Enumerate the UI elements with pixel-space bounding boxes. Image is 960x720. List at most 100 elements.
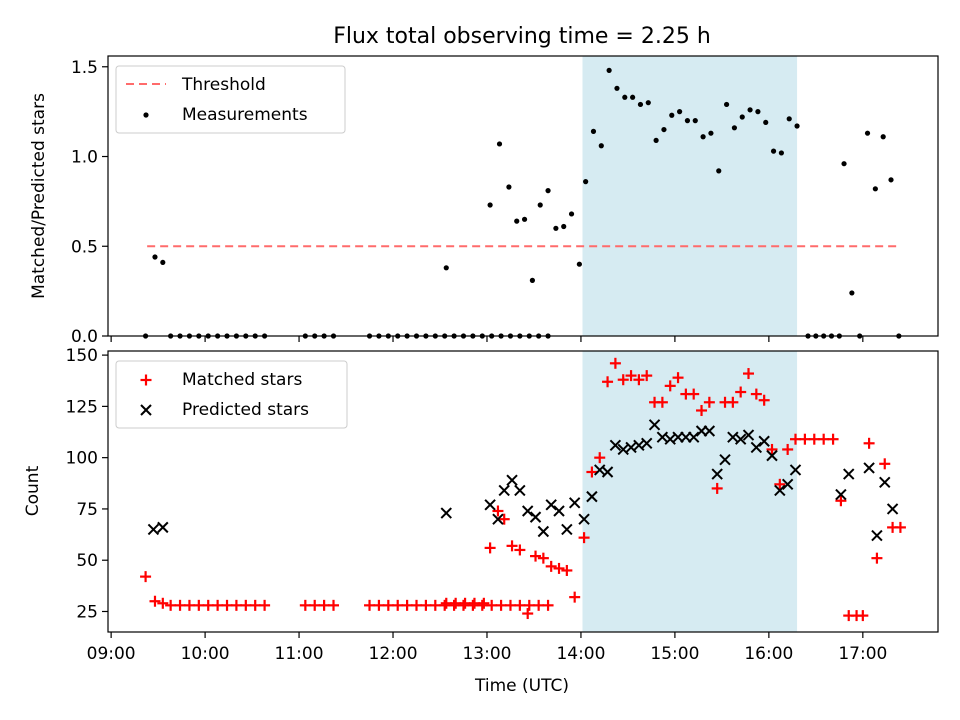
predicted-star-point — [498, 484, 510, 497]
legend-predicted-label: Predicted stars — [182, 400, 309, 420]
predicted-star-point — [766, 449, 778, 462]
count-panel: 25 50 75 100 125 150 09:00 10:00 11:00 12:00 13:0… — [23, 346, 939, 696]
matched-star-point — [586, 466, 598, 478]
measurement-point — [723, 101, 730, 108]
predicted-star-point — [742, 429, 755, 441]
legend-measurement-swatch — [143, 112, 149, 118]
matched-star-point — [688, 388, 700, 400]
matched-star-point — [504, 599, 516, 611]
matched-star-point — [157, 597, 169, 609]
matched-star-point — [382, 599, 394, 611]
measurement-point — [576, 261, 582, 267]
bottom-ytick-label: 125 — [66, 397, 98, 417]
legend-matched-swatch — [140, 374, 152, 386]
predicted-star-point — [734, 433, 747, 445]
predicted-star-point — [506, 474, 518, 486]
measurement-point — [755, 109, 761, 115]
matched-star-point — [578, 532, 590, 544]
bottom-xtick-label: 11:00 — [275, 644, 324, 664]
bottom-legend-box — [115, 360, 348, 429]
matched-star-point — [202, 599, 214, 611]
measurement-point — [864, 130, 871, 136]
measurement-point — [669, 112, 675, 118]
matched-star-point — [633, 374, 645, 386]
predicted-star-point — [561, 523, 573, 536]
measurement-point — [880, 134, 886, 140]
predicted-star-point — [484, 499, 496, 511]
matched-star-point — [467, 599, 479, 611]
matched-star-point — [799, 433, 811, 445]
matched-star-point — [735, 386, 747, 398]
predicted-star-point — [879, 476, 891, 488]
measurement-point — [553, 225, 559, 231]
bottom-ytick-label: 100 — [66, 449, 98, 469]
bottom-xlabel: Time (UTC) — [474, 676, 569, 696]
matched-star-point — [727, 396, 739, 408]
legend-plus-marker — [140, 374, 152, 386]
matched-star-point — [530, 550, 542, 562]
top-ylabel: Matched/Predicted stars — [29, 93, 49, 299]
predicted-star-point — [774, 484, 786, 497]
measurement-point — [630, 94, 636, 100]
top-legend: Threshold Measurements — [115, 65, 346, 134]
matched-star-point — [212, 599, 224, 611]
predicted-star-point — [553, 505, 565, 517]
bottom-legend: Matched stars Predicted stars — [115, 360, 348, 429]
predicted-star-point — [586, 490, 598, 503]
measurement-point — [514, 218, 520, 224]
measurement-point — [583, 179, 589, 185]
top-legend-box — [115, 65, 346, 134]
matched-star-point — [641, 370, 653, 382]
predicted-star-point — [750, 441, 763, 454]
matched-star-point — [879, 458, 891, 470]
matched-star-point — [459, 597, 471, 609]
predicted-star-point — [641, 437, 653, 450]
bottom-plot-frame — [107, 350, 939, 633]
matched-star-point — [609, 357, 621, 369]
matched-star-point — [309, 599, 321, 611]
measurement-point — [841, 161, 847, 167]
matched-star-point — [249, 599, 261, 611]
matched-star-point — [420, 599, 432, 611]
matched-star-point — [711, 482, 723, 494]
bottom-ylabel: Count — [23, 465, 43, 516]
matched-star-point — [478, 597, 490, 609]
matched-star-point — [514, 544, 526, 556]
predicted-star-point — [440, 507, 452, 519]
measurement-point — [653, 137, 659, 143]
legend-threshold-label: Threshold — [181, 75, 266, 95]
matched-star-point — [594, 452, 606, 464]
matched-star-point — [429, 599, 441, 611]
bottom-xtick-label: 09:00 — [87, 644, 136, 664]
matched-star-point — [468, 597, 480, 609]
bottom-xtick-label: 16:00 — [744, 644, 793, 664]
matched-star-point — [672, 372, 684, 384]
bottom-xtick-label: 13:00 — [462, 644, 511, 664]
matched-star-point — [448, 599, 460, 611]
predicted-star-point — [514, 484, 526, 497]
measurement-point — [739, 114, 745, 120]
predicted-star-point — [601, 466, 614, 478]
bottom-ytick-label: 75 — [76, 500, 98, 520]
predicted-star-point — [545, 499, 557, 511]
matched-star-point — [569, 591, 581, 603]
matched-star-point — [259, 599, 271, 611]
matched-star-point — [617, 374, 629, 386]
matched-star-point — [782, 443, 794, 455]
bottom-ytick-label: 50 — [76, 551, 98, 571]
matched-star-point — [373, 599, 385, 611]
predicted-star-point — [521, 505, 534, 517]
matched-star-point — [165, 599, 177, 611]
measurement-point — [778, 150, 784, 156]
matched-star-point — [774, 478, 786, 490]
predicted-star-point — [871, 529, 883, 542]
matched-star-point — [656, 396, 668, 408]
top-ytick-label: 1.0 — [71, 148, 98, 168]
bottom-xtick-label: 10:00 — [181, 644, 230, 664]
predicted-star-point — [568, 497, 581, 509]
matched-star-point — [457, 599, 469, 611]
measurement-point — [645, 100, 651, 106]
predicted-star-point — [703, 425, 716, 437]
matched-star-point — [230, 599, 242, 611]
